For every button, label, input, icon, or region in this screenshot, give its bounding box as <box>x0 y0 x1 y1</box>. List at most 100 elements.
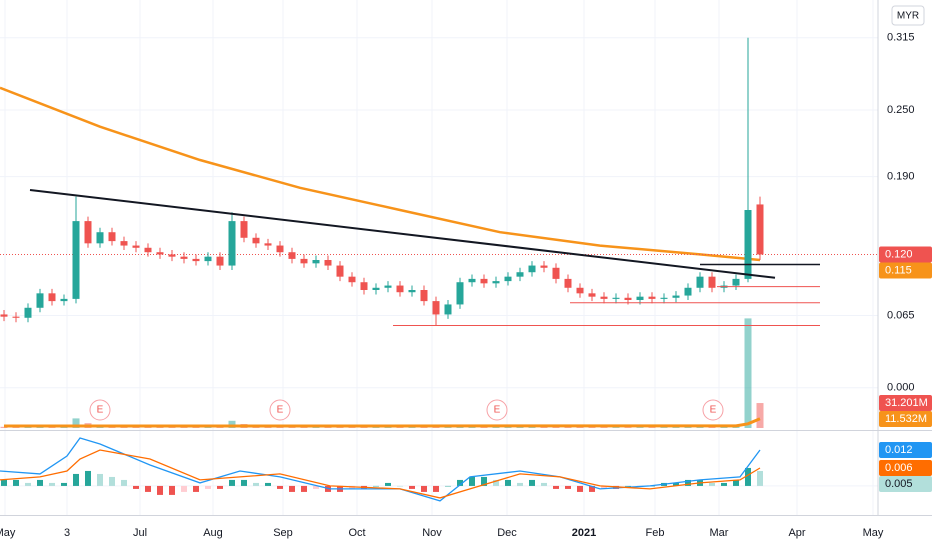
macd-histogram-bar <box>601 485 607 489</box>
candle-body <box>132 245 140 248</box>
candle-body <box>240 221 248 238</box>
candle-body <box>264 243 272 246</box>
candle-body <box>168 254 176 257</box>
candle-body <box>12 316 20 318</box>
macd-histogram-bar <box>505 479 511 486</box>
volume-bar <box>636 427 644 428</box>
candle-body <box>36 293 44 308</box>
macd-label-text: 0.012 <box>885 444 913 456</box>
volume-bar <box>72 418 80 428</box>
macd-histogram-bar <box>373 485 379 487</box>
candle-body <box>312 260 320 264</box>
candle-body <box>228 221 236 266</box>
candle-body <box>540 265 548 268</box>
y-tick-label: 0.190 <box>887 171 915 183</box>
volume-bar <box>624 427 632 428</box>
y-tick-label: 0.250 <box>887 104 915 116</box>
candle-body <box>108 232 116 242</box>
candle-body <box>96 232 104 244</box>
macd-histogram-bar <box>193 485 199 492</box>
candle-body <box>432 301 440 315</box>
macd-histogram-bar <box>529 479 535 486</box>
x-tick-label: May <box>0 527 16 539</box>
candle-body <box>552 267 560 279</box>
price-label-box <box>879 246 932 263</box>
candle-body <box>84 221 92 244</box>
macd-histogram-bar <box>133 485 139 489</box>
candle-body <box>744 210 752 279</box>
macd-histogram-bar <box>109 476 115 486</box>
macd-histogram-bar <box>277 485 283 489</box>
candle-body <box>576 287 584 294</box>
candle-body <box>708 276 716 288</box>
x-tick-label: Sep <box>273 527 293 539</box>
macd-histogram-bar <box>409 485 415 489</box>
candle-body <box>672 295 680 298</box>
macd-label-text: 0.006 <box>885 462 913 474</box>
candle-body <box>120 241 128 246</box>
macd-histogram-bar <box>265 482 271 486</box>
macd-histogram-bar <box>577 485 583 492</box>
macd-histogram-bar <box>685 479 691 486</box>
macd-histogram-bar <box>73 473 79 486</box>
candle-body <box>420 290 428 302</box>
macd-histogram-bar <box>397 485 403 487</box>
candle-body <box>528 265 536 273</box>
earnings-label: E <box>97 405 104 416</box>
macd-histogram-bar <box>421 485 427 492</box>
candle-body <box>288 252 296 259</box>
x-tick-label: May <box>863 527 884 539</box>
macd-histogram-bar <box>253 482 259 486</box>
volume-label-text: 11.532M <box>885 413 927 425</box>
signal-line <box>0 449 761 499</box>
volume-bar <box>600 427 608 428</box>
volume-bar <box>228 420 236 428</box>
x-tick-label: Apr <box>788 527 805 539</box>
volume-bar <box>408 427 416 428</box>
macd-histogram-bar <box>241 479 247 486</box>
earnings-label: E <box>277 405 284 416</box>
macd-histogram-bar <box>181 485 187 492</box>
candle-body <box>600 296 608 299</box>
volume-label-box <box>879 395 932 412</box>
macd-histogram-bar <box>157 485 163 495</box>
macd-histogram-bar <box>37 479 43 486</box>
candle-body <box>144 247 152 253</box>
volume-bar <box>648 427 656 428</box>
macd-histogram-bar <box>313 485 319 489</box>
macd-histogram-bar <box>625 485 631 487</box>
volume-bar <box>192 427 200 428</box>
macd-histogram-bar <box>1 479 7 486</box>
earnings-marker <box>486 399 508 421</box>
price-label-text: 0.120 <box>885 248 913 260</box>
earnings-marker <box>89 399 111 421</box>
candle-body <box>216 256 224 266</box>
candle-body <box>348 276 356 283</box>
macd-histogram-bar <box>541 482 547 486</box>
x-tick-label: Jul <box>133 527 147 539</box>
volume-bar <box>12 427 20 428</box>
currency-button[interactable] <box>891 5 925 26</box>
macd-histogram-bar <box>673 482 679 486</box>
candle-body <box>468 278 476 283</box>
volume-bar <box>660 427 668 428</box>
macd-histogram-bar <box>205 485 211 489</box>
candle-body <box>204 256 212 262</box>
macd-histogram-bar <box>565 485 571 489</box>
candle-body <box>564 278 572 288</box>
x-tick-label: 2021 <box>572 527 596 539</box>
volume-bar <box>612 427 620 428</box>
candle-body <box>684 287 692 296</box>
x-tick-label: 3 <box>64 527 70 539</box>
macd-histogram-bar <box>709 482 715 486</box>
trend-line <box>29 189 776 279</box>
macd-histogram-bar <box>121 479 127 486</box>
volume-bar <box>360 427 368 428</box>
earnings-label: E <box>710 405 717 416</box>
candle-body <box>624 297 632 300</box>
currency-label[interactable]: MYR <box>897 11 919 22</box>
candle-body <box>252 237 260 244</box>
